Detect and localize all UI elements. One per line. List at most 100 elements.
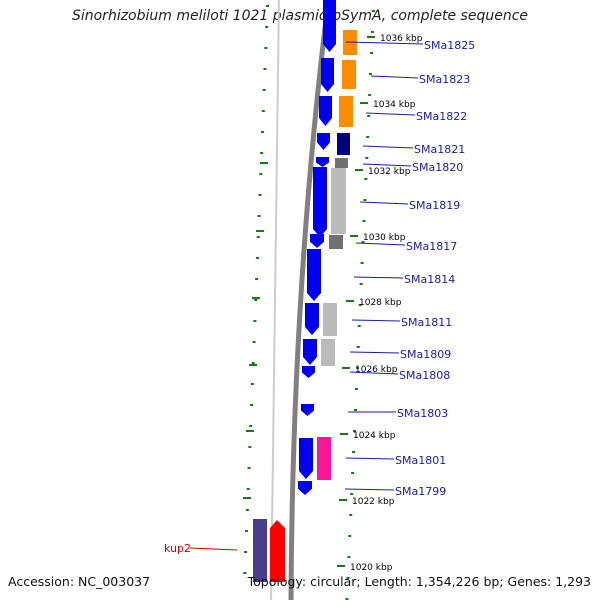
kbp-label: 1034 kbp [373,100,416,110]
gene-box-kup2-partner [253,519,267,582]
tick-mark [367,115,371,117]
gene-box [335,158,348,168]
tick-mark [371,10,375,12]
gene-label: SMa1817 [406,240,457,253]
forward-genes [298,0,336,495]
major-tick [360,102,368,104]
gene-leader-line [345,457,395,460]
gene-box [323,303,337,336]
gene-leader-line [349,351,400,354]
tick-mark [266,5,269,7]
inner-backbone-line [270,0,280,600]
tick-mark [252,341,256,343]
tick-mark [247,467,251,469]
major-tick [350,235,358,237]
tick-mark [256,236,260,238]
major-tick [252,297,260,299]
gene-arrow [303,339,317,365]
major-tick [260,162,268,164]
tick-mark [363,199,367,201]
gene-box [342,60,356,89]
tick-mark [349,514,353,516]
gene-leader-line [362,163,412,167]
kbp-label: 1020 kbp [350,563,393,573]
tick-mark [265,26,269,28]
gene-leader-line [349,371,399,375]
tick-mark [355,367,359,369]
gene-leader-line [351,319,401,322]
tick-mark [357,325,361,327]
tick-mark [255,257,259,259]
kbp-label: 1028 kbp [359,298,402,308]
tick-mark [347,556,351,558]
tick-mark [346,577,350,579]
tick-mark [249,425,253,427]
tick-mark [260,131,264,133]
tick-mark [358,304,362,306]
tick-mark [353,430,356,432]
tick-mark [257,215,261,217]
gene-leader-line [365,112,416,116]
reverse-genes [317,30,357,480]
gene-label: SMa1811 [401,316,452,329]
gene-box [337,133,350,155]
gene-label: SMa1809 [400,348,451,361]
gene-label: SMa1814 [404,273,455,286]
gene-label: SMa1822 [416,110,467,123]
gene-leader-line [189,547,238,551]
gene-label: SMa1801 [395,454,446,467]
gene-labels: SMa1825 SMa1823 SMa1822 SMa1821 SMa1820 SMa18… [164,39,475,555]
gene-arrow-kup2 [270,520,285,582]
tick-mark [352,451,356,453]
tick-mark [370,52,374,54]
tick-mark [360,262,364,264]
tick-mark [258,194,262,196]
tick-mark [348,535,352,537]
tick-mark [361,241,365,243]
gene-label: SMa1821 [414,143,465,156]
kbp-label: 1030 kbp [363,233,406,243]
tick-mark [245,509,249,511]
gene-leader-line [344,488,395,491]
major-tick [339,499,347,501]
tick-mark [251,362,255,364]
kbp-label: 1036 kbp [380,34,423,44]
tick-mark [366,136,370,138]
tick-mark [244,551,248,553]
kbp-label: 1022 kbp [352,497,395,507]
tick-mark [365,157,369,159]
major-tick [342,367,350,369]
tick-mark [354,388,358,390]
tick-mark [261,110,265,112]
gene-leader-line [345,41,424,45]
gene-arrow [302,366,315,378]
gene-box [317,437,331,480]
major-tick [243,497,251,499]
gene-arrow [313,167,327,237]
kbp-label: 1026 kbp [355,365,398,375]
tick-mark [362,220,366,222]
gene-label: SMa1808 [399,369,450,382]
major-tick [337,565,345,567]
major-tick [246,430,254,432]
tick-mark [345,598,349,600]
tick-mark [262,89,266,91]
tick-mark [350,493,354,495]
major-tick [256,230,264,232]
gene-arrow [317,133,330,150]
tick-mark [263,68,267,70]
gene-arrow [310,234,324,248]
tick-mark [250,404,254,406]
tick-mark [250,383,254,385]
gene-leader-line [355,242,406,246]
gene-box [331,168,346,234]
gene-arrow [316,157,329,167]
gene-leader-line [359,201,409,205]
tick-mark [255,278,259,280]
tick-mark [245,530,248,532]
gene-arrow [321,58,334,92]
kbp-label: 1032 kbp [368,167,411,177]
gene-arrow [298,481,312,495]
gene-label: SMa1803 [397,407,448,420]
kbp-label: 1024 kbp [353,431,396,441]
